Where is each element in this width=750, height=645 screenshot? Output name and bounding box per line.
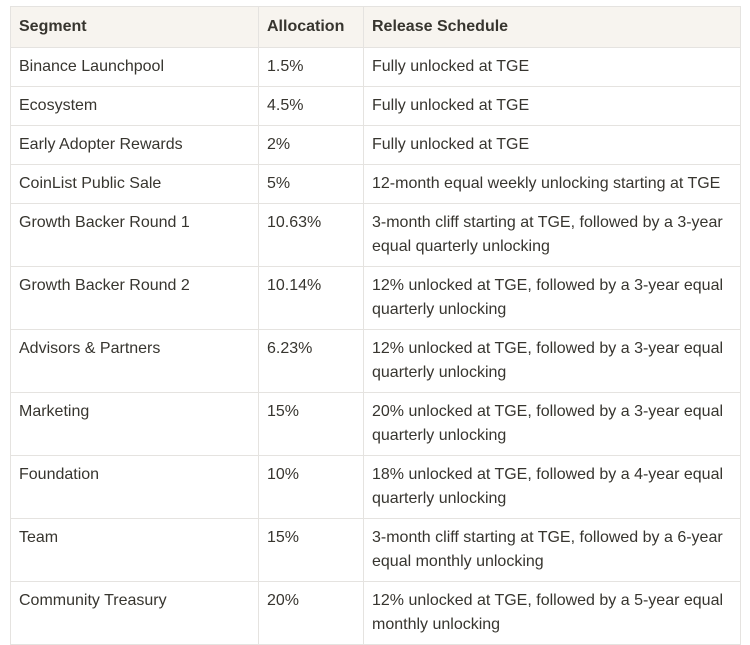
cell-release: 18% unlocked at TGE, followed by a 4-yea… — [363, 455, 741, 519]
cell-allocation: 10.14% — [258, 266, 364, 330]
cell-allocation: 1.5% — [258, 47, 364, 87]
cell-allocation: 5% — [258, 164, 364, 204]
cell-release: 12-month equal weekly unlocking starting… — [363, 164, 741, 204]
table-row: Foundation 10% 18% unlocked at TGE, follow… — [10, 455, 741, 519]
cell-segment: Foundation — [10, 455, 259, 519]
cell-release: 12% unlocked at TGE, followed by a 3-yea… — [363, 266, 741, 330]
cell-segment: Early Adopter Rewards — [10, 125, 259, 165]
header-cell-release-schedule: Release Schedule — [363, 6, 741, 48]
table-row: CoinList Public Sale 5% 12-month equal wee… — [10, 164, 741, 204]
table-header: Segment Allocation Release Schedule — [10, 6, 741, 48]
table-row: Early Adopter Rewards 2% Fully unlocked at… — [10, 125, 741, 165]
cell-allocation: 20% — [258, 581, 364, 645]
cell-allocation: 15% — [258, 392, 364, 456]
header-row: Segment Allocation Release Schedule — [10, 6, 741, 48]
cell-release: 3-month cliff starting at TGE, followed … — [363, 203, 741, 267]
cell-release: Fully unlocked at TGE — [363, 86, 741, 126]
table-row: Growth Backer Round 1 10.63% 3-month cliff… — [10, 203, 741, 267]
table-row: Team 15% 3-month cliff starting at TGE, fo… — [10, 518, 741, 582]
cell-segment: Growth Backer Round 1 — [10, 203, 259, 267]
allocation-table: Segment Allocation Release Schedule Bina… — [10, 6, 741, 645]
cell-allocation: 10.63% — [258, 203, 364, 267]
header-cell-segment: Segment — [10, 6, 259, 48]
table-row: Growth Backer Round 2 10.14% 12% unlocked … — [10, 266, 741, 330]
allocation-table-container: Segment Allocation Release Schedule Bina… — [10, 6, 741, 645]
cell-segment: Team — [10, 518, 259, 582]
cell-segment: Community Treasury — [10, 581, 259, 645]
cell-segment: Ecosystem — [10, 86, 259, 126]
cell-allocation: 4.5% — [258, 86, 364, 126]
cell-segment: Binance Launchpool — [10, 47, 259, 87]
cell-allocation: 2% — [258, 125, 364, 165]
cell-segment: Marketing — [10, 392, 259, 456]
cell-release: 3-month cliff starting at TGE, followed … — [363, 518, 741, 582]
cell-allocation: 15% — [258, 518, 364, 582]
cell-release: 20% unlocked at TGE, followed by a 3-yea… — [363, 392, 741, 456]
cell-allocation: 6.23% — [258, 329, 364, 393]
cell-segment: Growth Backer Round 2 — [10, 266, 259, 330]
cell-release: 12% unlocked at TGE, followed by a 3-yea… — [363, 329, 741, 393]
table-row: Marketing 15% 20% unlocked at TGE, followe… — [10, 392, 741, 456]
table-row: Ecosystem 4.5% Fully unlocked at TGE — [10, 86, 741, 126]
cell-release: Fully unlocked at TGE — [363, 125, 741, 165]
header-cell-allocation: Allocation — [258, 6, 364, 48]
cell-segment: Advisors & Partners — [10, 329, 259, 393]
cell-allocation: 10% — [258, 455, 364, 519]
cell-release: Fully unlocked at TGE — [363, 47, 741, 87]
cell-release: 12% unlocked at TGE, followed by a 5-yea… — [363, 581, 741, 645]
table-row: Advisors & Partners 6.23% 12% unlocked at … — [10, 329, 741, 393]
table-body: Binance Launchpool 1.5% Fully unlocked at … — [10, 47, 741, 645]
cell-segment: CoinList Public Sale — [10, 164, 259, 204]
table-row: Community Treasury 20% 12% unlocked at TGE… — [10, 581, 741, 645]
table-row: Binance Launchpool 1.5% Fully unlocked at … — [10, 47, 741, 87]
